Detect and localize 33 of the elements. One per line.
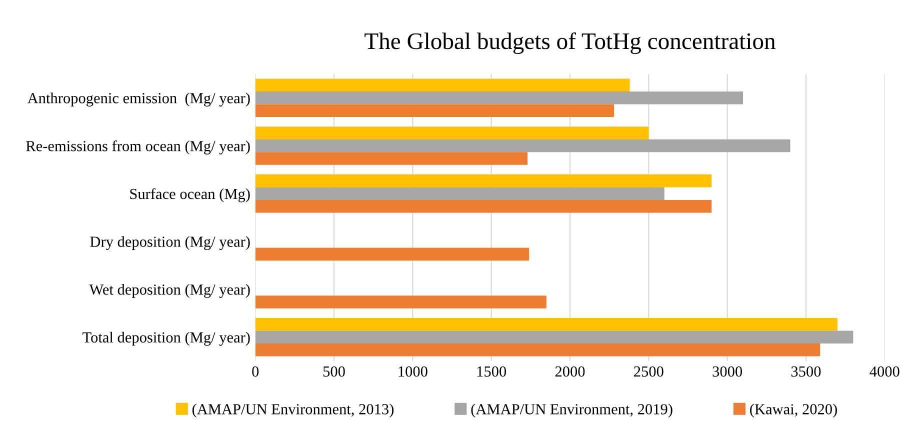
- bar: [255, 78, 630, 92]
- bar: [255, 139, 790, 152]
- x-tick-label: 1000: [398, 366, 428, 377]
- y-tick-label: Surface ocean (Mg): [130, 188, 250, 202]
- legend-label: (AMAP/UN Environment, 2019): [471, 404, 672, 418]
- bar: [255, 330, 854, 344]
- bar: [255, 318, 838, 331]
- bar: [255, 200, 712, 213]
- bar: [255, 344, 820, 356]
- y-tick-label: Dry deposition (Mg/ year): [90, 236, 250, 250]
- x-tick-label: 4000: [870, 366, 900, 377]
- y-tick-label: Re-emissions from ocean (Mg/ year): [26, 140, 250, 154]
- legend-label: (AMAP/UN Environment, 2013): [192, 404, 394, 418]
- x-tick-label: 0: [252, 366, 259, 377]
- bar: [255, 104, 614, 118]
- x-tick-label: 500: [323, 366, 345, 377]
- y-tick-label: Wet deposition (Mg/ year): [89, 284, 250, 298]
- y-tick-label: Total deposition (Mg/ year): [82, 332, 250, 346]
- y-tick-label: Anthropogenic emission (Mg/ year): [27, 92, 250, 106]
- x-tick-label: 1500: [477, 366, 506, 377]
- x-tick-label: 2000: [555, 366, 585, 377]
- bar: [255, 174, 712, 188]
- x-tick-label: 3500: [791, 366, 821, 377]
- bar: [255, 126, 649, 140]
- x-tick-label: 2500: [634, 366, 664, 377]
- x-tick-label: 3000: [712, 366, 742, 377]
- bar: [255, 296, 546, 308]
- chart-title: The Global budgets of TotHg concentration: [364, 32, 776, 54]
- bar: [255, 248, 530, 261]
- bar: [255, 152, 528, 165]
- bar: [255, 187, 664, 200]
- legend-label: (Kawai, 2020): [750, 404, 837, 418]
- bar: [255, 91, 744, 104]
